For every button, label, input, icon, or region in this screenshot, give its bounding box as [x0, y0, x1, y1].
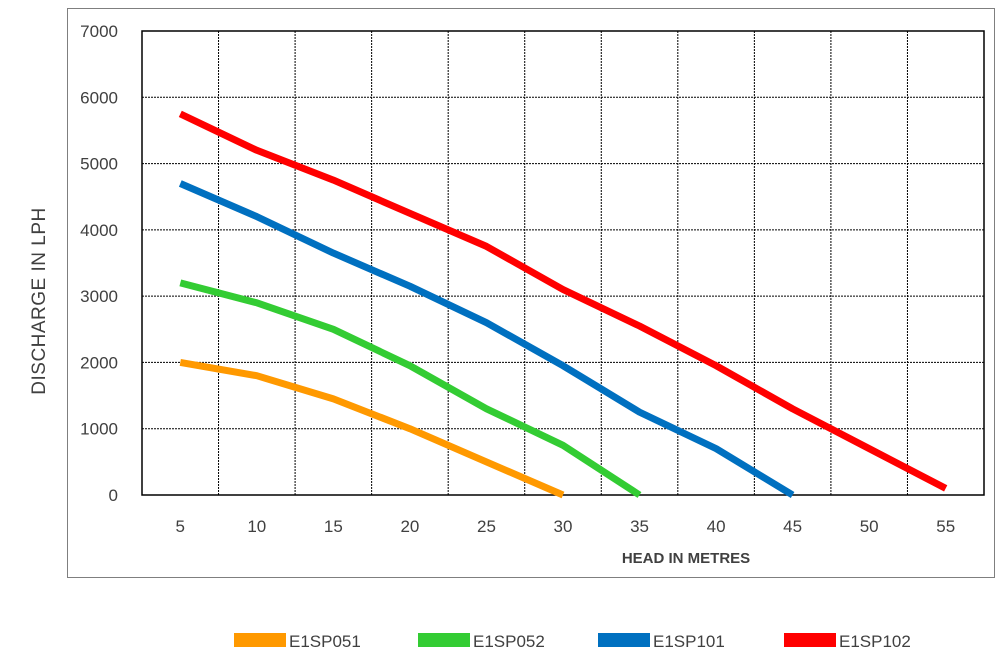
series-line-e1sp102 — [178, 110, 948, 492]
y-tick-label: 5000 — [80, 155, 118, 174]
legend-item-e1sp102: E1SP102 — [784, 632, 911, 651]
y-tick-label: 1000 — [80, 420, 118, 439]
x-tick-label: 50 — [860, 517, 879, 536]
y-tick-label: 6000 — [80, 88, 118, 107]
legend-label: E1SP052 — [473, 632, 545, 651]
legend-swatch — [418, 633, 470, 647]
y-axis-ticks: 0 1000 2000 3000 4000 5000 6000 7000 — [80, 22, 118, 505]
grid — [142, 31, 984, 495]
chart-frame — [67, 8, 995, 578]
plot-area-border — [141, 30, 985, 496]
x-tick-label: 10 — [247, 517, 266, 536]
legend-swatch — [598, 633, 650, 647]
legend-item-e1sp051: E1SP051 — [234, 632, 361, 651]
legend-label: E1SP102 — [839, 632, 911, 651]
x-tick-label: 25 — [477, 517, 496, 536]
x-tick-label: 40 — [707, 517, 726, 536]
x-tick-label: 20 — [400, 517, 419, 536]
y-tick-label: 3000 — [80, 287, 118, 306]
series-line-e1sp052 — [179, 279, 642, 498]
legend-item-e1sp052: E1SP052 — [418, 632, 545, 651]
x-tick-label: 55 — [936, 517, 955, 536]
x-axis-title: HEAD IN METRES — [622, 550, 750, 567]
legend: E1SP051 E1SP052 E1SP101 E1SP102 — [234, 632, 911, 651]
legend-label: E1SP101 — [653, 632, 725, 651]
x-tick-label: 30 — [554, 517, 573, 536]
y-tick-label: 7000 — [80, 22, 118, 41]
legend-swatch — [234, 633, 286, 647]
series-line-e1sp101 — [178, 180, 795, 498]
y-axis-title: DISCHARGE IN LPH — [29, 207, 50, 394]
legend-swatch — [784, 633, 836, 647]
x-tick-label: 5 — [176, 517, 185, 536]
y-tick-label: 2000 — [80, 353, 118, 372]
y-tick-label: 0 — [109, 486, 118, 505]
series-line-e1sp051 — [179, 358, 565, 499]
legend-item-e1sp101: E1SP101 — [598, 632, 725, 651]
y-tick-label: 4000 — [80, 221, 118, 240]
legend-label: E1SP051 — [289, 632, 361, 651]
x-tick-label: 35 — [630, 517, 649, 536]
x-axis-ticks: 5 10 15 20 25 30 35 40 45 50 55 — [176, 517, 956, 536]
x-tick-label: 15 — [324, 517, 343, 536]
x-tick-label: 45 — [783, 517, 802, 536]
series-lines — [178, 110, 948, 499]
